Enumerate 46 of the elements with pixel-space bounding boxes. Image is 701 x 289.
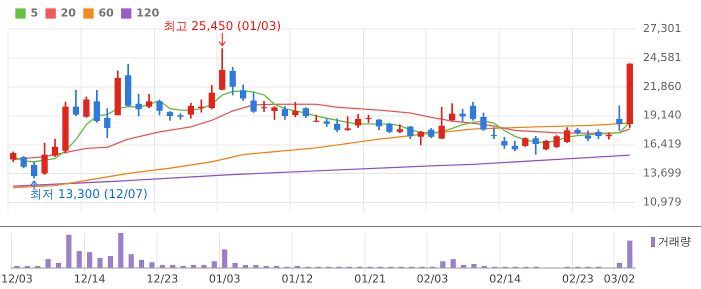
bar: [87, 252, 92, 268]
bar: [450, 259, 456, 268]
annotation: 최고 25,450 (01/03): [163, 18, 282, 33]
y-tick-label: 19,140: [643, 108, 682, 122]
candlestick: [490, 127, 498, 139]
bar: [45, 259, 51, 268]
bar: [627, 240, 632, 268]
x-tick-label: 02/23: [562, 272, 594, 286]
legend-label: 20: [60, 6, 76, 20]
bar: [253, 265, 258, 268]
bar: [222, 249, 228, 268]
bar: [149, 262, 155, 268]
candlestick: [260, 101, 268, 112]
legend-label: 120: [136, 6, 160, 20]
bar: [170, 265, 176, 268]
y-tick-label: 13,699: [643, 166, 682, 180]
bar: [440, 261, 446, 268]
legend-label: 거래량: [658, 234, 691, 249]
legend-label: 60: [98, 6, 114, 20]
bar: [97, 258, 103, 268]
x-tick-label: 03/02: [604, 272, 636, 286]
bar: [66, 234, 72, 268]
candlestick: [177, 113, 184, 120]
y-tick-label: 16,419: [643, 138, 682, 151]
y-tick-label: 10,979: [643, 196, 682, 209]
y-tick-label: 21,860: [643, 80, 682, 93]
legend-label: 5: [30, 6, 38, 20]
x-tick-label: 02/14: [489, 272, 521, 286]
x-tick-label: 02/03: [416, 272, 448, 286]
y-tick-label: 24,581: [643, 50, 682, 64]
x-tick-label: 12/23: [146, 272, 178, 286]
candlestick: [365, 114, 372, 123]
annotation: 최저 13,300 (12/07): [30, 187, 148, 202]
bar: [212, 261, 217, 268]
bar: [76, 251, 82, 268]
candlestick: [459, 108, 466, 122]
x-tick-label: 01/21: [354, 272, 386, 286]
bar: [138, 260, 144, 268]
bar: [128, 254, 134, 268]
y-tick-label: 27,301: [643, 22, 682, 35]
x-tick-label: 12/03: [1, 272, 33, 286]
x-tick-label: 01/12: [282, 272, 314, 286]
bar: [108, 256, 114, 268]
x-tick-label: 01/03: [208, 272, 241, 286]
x-tick-label: 12/14: [74, 272, 106, 286]
bar: [118, 233, 124, 268]
